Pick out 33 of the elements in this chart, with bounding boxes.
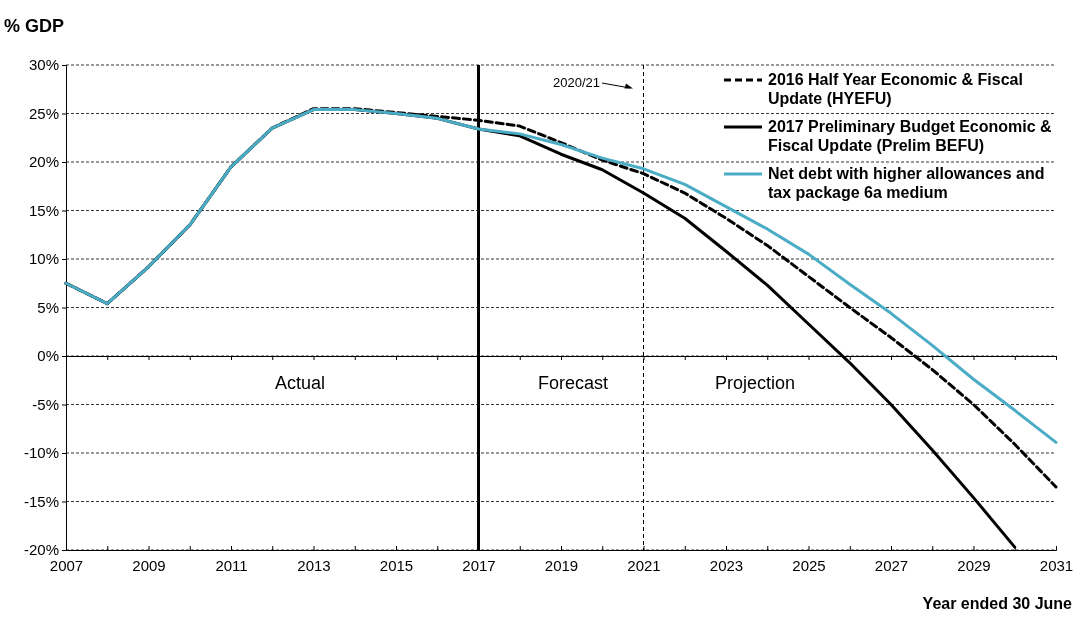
y-tick-label: 15%	[28, 201, 59, 219]
x-tick-label: 2031	[1039, 556, 1074, 574]
annotation: Actual	[274, 373, 326, 393]
x-tick-label: 2029	[957, 556, 991, 574]
y-tick-label: -20%	[23, 541, 59, 559]
y-tick-label: 0%	[37, 347, 59, 365]
annotation: Projection	[714, 373, 796, 393]
legend-label: 2016 Half Year Economic & Fiscal Update (HYEFU)	[768, 71, 1023, 107]
annotation: 2020/21	[553, 75, 600, 90]
x-tick-label: 2013	[297, 556, 331, 574]
y-axis-title: % GDP	[4, 16, 65, 36]
x-tick-label: 2021	[627, 556, 661, 574]
x-tick-label: 2009	[132, 556, 166, 574]
y-tick-label: -15%	[23, 492, 59, 510]
y-tick-label: -10%	[23, 444, 59, 462]
x-tick-label: 2017	[462, 556, 496, 574]
y-tick-label: 25%	[28, 104, 59, 122]
x-tick-label: 2015	[379, 556, 414, 574]
x-tick-label: 2023	[709, 556, 744, 574]
x-tick-label: 2027	[874, 556, 909, 574]
y-tick-label: 20%	[28, 153, 59, 171]
legend-label: 2017 Preliminary Budget Economic & Fiscal Update (Prelim BEFU)	[768, 118, 1053, 154]
y-tick-label: 10%	[28, 250, 59, 268]
annotation: Forecast	[537, 373, 609, 393]
x-axis-title: Year ended 30 June	[922, 595, 1073, 612]
x-tick-label: 2019	[544, 556, 579, 574]
x-tick-label: 2007	[49, 556, 84, 574]
x-tick-label: 2025	[792, 556, 826, 574]
y-tick-label: 30%	[28, 56, 59, 74]
y-tick-label: -5%	[32, 395, 59, 413]
legend-label: Net debt with higher allowances and tax package 6a medium	[768, 165, 1045, 201]
x-tick-label: 2011	[215, 556, 248, 574]
y-tick-label: 5%	[37, 298, 59, 316]
